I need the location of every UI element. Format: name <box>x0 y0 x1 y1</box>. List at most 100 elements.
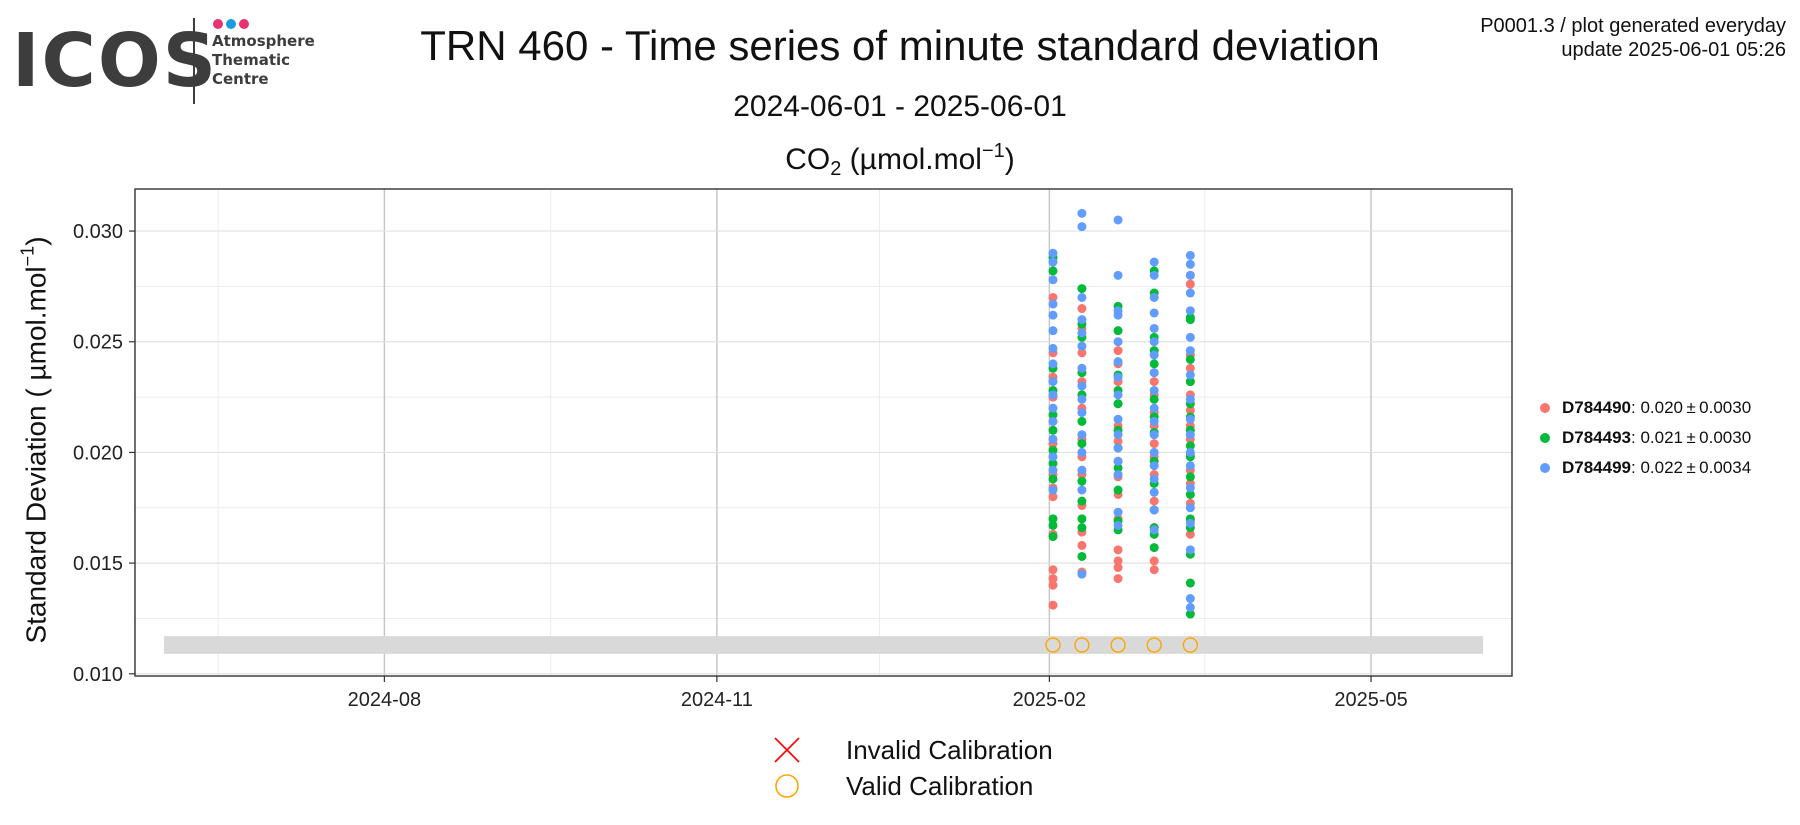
plot-id: P0001.3 / plot generated everyday <box>1480 15 1786 37</box>
point-d784499 <box>1149 368 1159 378</box>
point-d784493 <box>1048 520 1058 530</box>
point-d784499 <box>1149 350 1159 360</box>
point-d784493 <box>1185 377 1195 387</box>
point-d784493 <box>1048 474 1058 484</box>
valid-calibration-circle-icon <box>775 774 799 798</box>
point-d784493 <box>1185 609 1195 619</box>
point-d784493 <box>1048 458 1058 468</box>
point-d784499 <box>1048 434 1058 444</box>
x-tick-label: 2024-08 <box>348 689 421 711</box>
point-d784499 <box>1149 385 1159 395</box>
point-d784490 <box>1048 292 1058 302</box>
point-d784499 <box>1185 346 1195 356</box>
point-d784493 <box>1077 523 1087 533</box>
gas-unit: (µmol.mol <box>849 143 982 176</box>
point-d784499 <box>1048 359 1058 369</box>
point-d784493 <box>1077 416 1087 426</box>
valid-calibration-marker <box>1182 637 1199 653</box>
x-tick-label: 2024-11 <box>681 689 753 711</box>
point-d784499 <box>1113 390 1123 400</box>
scatter-chart: 2024-08 2024-11 2025-02 2025-05 0.010 0.015 0.… <box>73 188 1513 711</box>
point-d784499 <box>1113 270 1123 280</box>
point-d784499 <box>1113 456 1123 466</box>
point-d784493 <box>1113 485 1123 495</box>
point-d784493 <box>1185 489 1195 499</box>
point-d784499 <box>1113 306 1123 316</box>
point-d784499 <box>1185 288 1195 298</box>
calibration-band-rect <box>163 636 1484 654</box>
point-d784499 <box>1149 416 1159 426</box>
point-d784493 <box>1077 514 1087 524</box>
point-d784499 <box>1149 270 1159 280</box>
point-d784499 <box>1185 250 1195 260</box>
point-d784499 <box>1077 408 1087 418</box>
point-d784499 <box>1077 447 1087 457</box>
point-d784493 <box>1077 551 1087 561</box>
point-d784499 <box>1113 372 1123 382</box>
point-d784499 <box>1077 430 1087 440</box>
point-d784499 <box>1077 222 1087 232</box>
point-d784499 <box>1048 257 1058 267</box>
point-d784499 <box>1077 328 1087 338</box>
legend-item-d784499: D784499: 0.022 ± 0.0034 <box>1540 453 1751 483</box>
point-d784493 <box>1077 496 1087 506</box>
point-d784493 <box>1077 476 1087 486</box>
point-d784490 <box>1185 279 1195 289</box>
point-d784499 <box>1077 292 1087 302</box>
legend-item-d784490: D784490: 0.020 ± 0.0030 <box>1540 393 1751 423</box>
point-d784493 <box>1077 284 1087 294</box>
point-d784490 <box>1149 556 1159 566</box>
point-d784490 <box>1077 348 1087 358</box>
point-d784499 <box>1113 507 1123 517</box>
point-d784490 <box>1113 545 1123 555</box>
point-d784499 <box>1048 416 1058 426</box>
point-d784490 <box>1113 436 1123 446</box>
icos-logo: ICOS Atmosphere Thematic Centre <box>8 10 328 110</box>
point-d784493 <box>1048 425 1058 435</box>
point-d784499 <box>1113 215 1123 225</box>
series-legend: D784490: 0.020 ± 0.0030 D784493: 0.021 ±… <box>1540 393 1751 483</box>
point-d784490 <box>1048 565 1058 575</box>
point-d784499 <box>1149 487 1159 497</box>
point-d784499 <box>1149 308 1159 318</box>
logo-dot-blue <box>226 19 236 29</box>
x-tick-label: 2025-02 <box>1013 689 1086 711</box>
legend-sd-d784493: 0.0030 <box>1699 428 1752 447</box>
point-d784493 <box>1149 543 1159 553</box>
legend-key-d784490 <box>1540 403 1550 413</box>
point-d784499 <box>1077 465 1087 475</box>
point-d784490 <box>1048 580 1058 590</box>
valid-calibration-label: Valid Calibration <box>846 770 1034 801</box>
point-d784493 <box>1185 354 1195 364</box>
data-points <box>1048 208 1195 619</box>
legend-mean-d784499: 0.022 <box>1640 458 1684 477</box>
point-d784499 <box>1185 483 1195 493</box>
logo-line-atmosphere: Atmosphere <box>212 32 315 50</box>
logo-line-thematic: Thematic <box>212 51 291 69</box>
point-d784493 <box>1048 445 1058 455</box>
legend-mean-d784490: 0.020 <box>1640 398 1684 417</box>
point-d784490 <box>1077 540 1087 550</box>
point-d784490 <box>1113 556 1123 566</box>
grid-lines <box>135 189 1512 676</box>
point-d784499 <box>1185 370 1195 380</box>
point-d784499 <box>1149 337 1159 347</box>
point-d784499 <box>1077 381 1087 391</box>
point-d784499 <box>1048 326 1058 336</box>
point-d784499 <box>1185 306 1195 316</box>
point-d784499 <box>1185 545 1195 555</box>
point-d784499 <box>1048 299 1058 309</box>
point-d784499 <box>1048 248 1058 258</box>
axis-ticks: 2024-08 2024-11 2025-02 2025-05 0.010 0.015 0.… <box>73 221 1408 711</box>
point-d784490 <box>1149 439 1159 449</box>
point-d784493 <box>1149 359 1159 369</box>
point-d784499 <box>1185 518 1195 528</box>
point-d784499 <box>1048 403 1058 413</box>
legend-label-d784493: D784493 <box>1562 428 1632 447</box>
point-d784493 <box>1185 472 1195 482</box>
point-d784499 <box>1185 503 1195 513</box>
logo-dots <box>213 16 252 34</box>
logo-line-centre: Centre <box>212 70 269 88</box>
logo-dot-pink-2 <box>239 19 249 29</box>
point-d784499 <box>1185 270 1195 280</box>
